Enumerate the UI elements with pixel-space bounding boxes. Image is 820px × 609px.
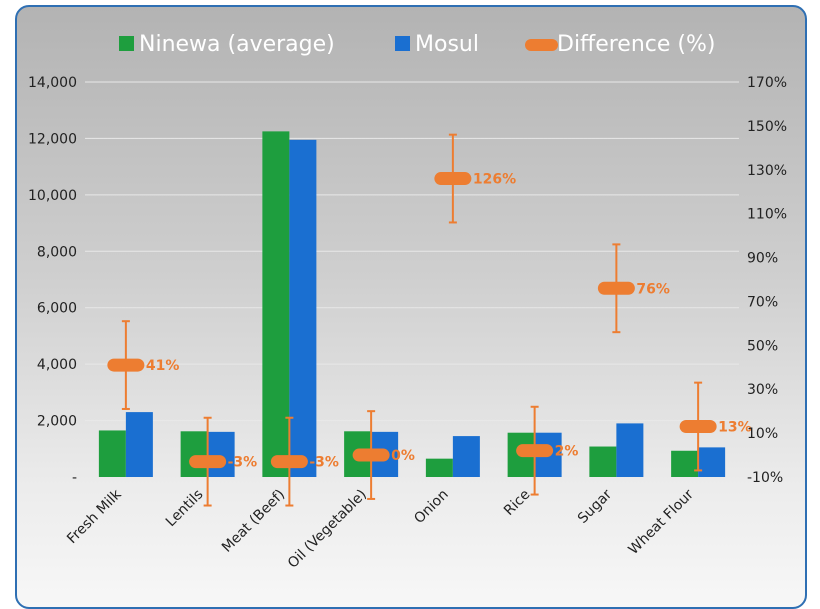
- bar-ninewa: [671, 450, 699, 477]
- right-tick-label: 50%: [747, 338, 778, 354]
- right-tick-label: 70%: [747, 294, 778, 310]
- category-label: Rice: [501, 487, 533, 519]
- left-tick-label: 4,000: [37, 357, 77, 373]
- bar-mosul: [698, 447, 726, 477]
- bar-mosul: [125, 412, 153, 477]
- gridlines: [85, 81, 739, 422]
- legend-label-ninewa: Ninewa (average): [139, 32, 335, 57]
- bar-mosul: [289, 139, 317, 477]
- category-label: Onion: [411, 487, 451, 527]
- category-label: Sugar: [575, 486, 615, 526]
- legend-label-mosul: Mosul: [415, 32, 479, 57]
- right-tick-label: 170%: [747, 75, 787, 91]
- left-tick-label: 8,000: [37, 244, 77, 260]
- bar-ninewa: [262, 131, 290, 477]
- category-label: Oil (Vegetable): [285, 487, 370, 572]
- bar-mosul: [207, 431, 235, 477]
- right-axis-ticks: -10% 10% 30% 50% 70% 90% 110% 130% 150% 170%: [747, 75, 787, 486]
- right-tick-label: -10%: [747, 470, 783, 486]
- chart-frame: 41% -3% -3% 0% 126% 2% 76% 13% - 2,000 4,000 6,000…: [15, 5, 807, 609]
- difference-label: 0%: [391, 448, 415, 464]
- left-tick-label: 12,000: [28, 131, 77, 147]
- bar-ninewa: [589, 446, 617, 477]
- error-bars: [121, 133, 703, 507]
- right-tick-label: 30%: [747, 382, 778, 398]
- right-tick-label: 150%: [747, 119, 787, 135]
- difference-markers: 41% -3% -3% 0% 126% 2% 76% 13%: [107, 172, 752, 471]
- left-axis-ticks: - 2,000 4,000 6,000 8,000 10,000 12,000 14,000: [28, 75, 77, 486]
- bar-ninewa: [98, 430, 126, 477]
- bar-ninewa: [180, 431, 208, 477]
- category-label: Lentils: [163, 487, 207, 531]
- difference-label: -3%: [228, 455, 258, 471]
- bar-ninewa: [425, 458, 453, 477]
- category-label: Fresh Milk: [64, 486, 125, 547]
- left-tick-label: 6,000: [37, 301, 77, 317]
- chart-svg: 41% -3% -3% 0% 126% 2% 76% 13% - 2,000 4,000 6,000…: [28, 32, 787, 572]
- bars: [98, 131, 726, 477]
- legend-swatch-ninewa: [119, 36, 134, 51]
- bar-mosul: [452, 436, 480, 477]
- right-tick-label: 130%: [747, 163, 787, 179]
- difference-label: 2%: [555, 444, 579, 460]
- right-tick-label: 110%: [747, 207, 787, 223]
- category-label: Meat (Beef): [219, 487, 288, 556]
- left-tick-label: -: [72, 470, 77, 486]
- legend-swatch-mosul: [395, 36, 410, 51]
- legend: Ninewa (average) Mosul Difference (%): [119, 32, 715, 57]
- difference-label: -3%: [309, 455, 339, 471]
- left-tick-label: 10,000: [28, 188, 77, 204]
- bar-mosul: [616, 423, 644, 477]
- difference-label: 13%: [718, 420, 752, 436]
- difference-label: 41%: [146, 358, 180, 374]
- category-labels: Fresh Milk Lentils Meat (Beef)Oil (Vegetab…: [64, 486, 697, 572]
- difference-label: 76%: [636, 281, 670, 297]
- legend-label-difference: Difference (%): [557, 32, 715, 57]
- right-tick-label: 90%: [747, 251, 778, 267]
- left-tick-label: 2,000: [37, 414, 77, 430]
- right-tick-label: 10%: [747, 426, 778, 442]
- category-label: Wheat Flour: [626, 486, 698, 558]
- difference-label: 126%: [473, 172, 516, 188]
- left-tick-label: 14,000: [28, 75, 77, 91]
